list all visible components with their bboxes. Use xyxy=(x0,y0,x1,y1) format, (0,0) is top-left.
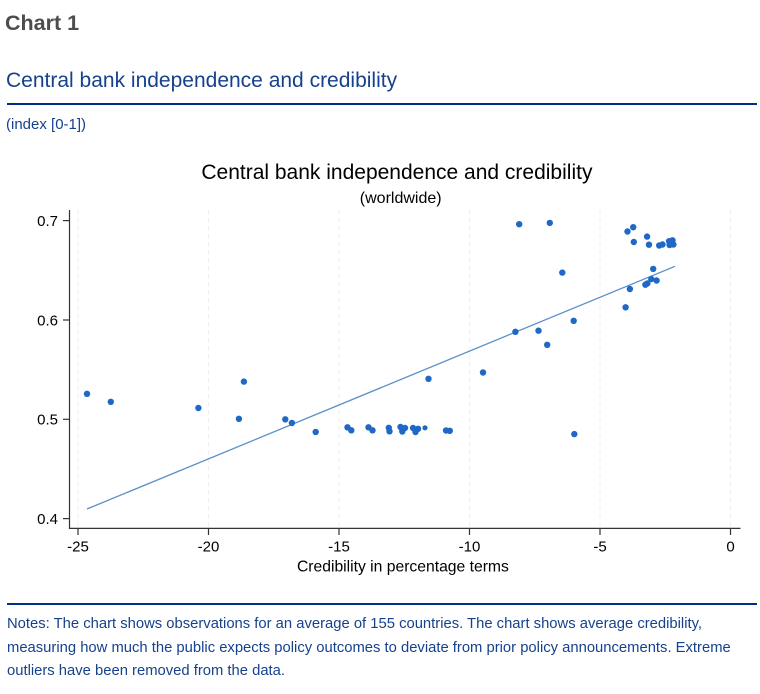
svg-text:0: 0 xyxy=(726,539,734,556)
svg-text:Central bank independence and: Central bank independence and credibilit… xyxy=(201,161,593,184)
svg-text:-25: -25 xyxy=(67,539,89,556)
svg-text:-15: -15 xyxy=(328,539,350,556)
svg-text:-10: -10 xyxy=(459,539,481,556)
svg-text:(worldwide): (worldwide) xyxy=(360,190,442,207)
svg-text:Credibility in percentage term: Credibility in percentage terms xyxy=(297,558,509,575)
svg-text:-20: -20 xyxy=(198,539,220,556)
svg-text:-5: -5 xyxy=(593,539,606,556)
svg-text:0.6: 0.6 xyxy=(37,312,58,329)
svg-text:0.4: 0.4 xyxy=(37,511,58,528)
svg-text:0.7: 0.7 xyxy=(37,213,58,230)
svg-text:0.5: 0.5 xyxy=(37,412,58,429)
